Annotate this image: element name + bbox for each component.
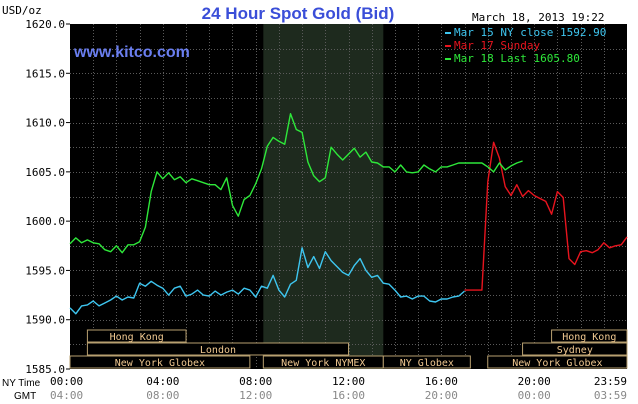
plot-grid	[70, 24, 627, 369]
market-session-bar	[86, 342, 349, 356]
market-sessions: Hong Kong London New York Globex New York N…	[69, 329, 628, 369]
y-axis: 1585.0 1590.0 1595.0 1600.0 1605.0 1610.0 1615…	[25, 18, 70, 376]
market-session-label: New York Globex	[512, 358, 602, 369]
x-tick-label-gmt: 04:00	[50, 389, 83, 402]
market-session-bar	[522, 342, 628, 356]
y-tick-label: 1600.0	[25, 215, 65, 228]
legend-entry: Mar 15 NY close 1592.90	[454, 26, 606, 39]
y-tick-label: 1615.0	[25, 67, 65, 80]
x-tick-label: 04:00	[146, 375, 179, 388]
x-tick-label-gmt: 20:00	[425, 389, 458, 402]
timestamp: March 18, 2013 19:22	[472, 11, 604, 24]
price-series	[69, 112, 628, 315]
market-session-bar	[551, 329, 628, 343]
watermark-url: www.kitco.com	[73, 44, 190, 61]
legend-entry: Mar 17 Sunday	[454, 39, 540, 52]
y-tick-label: 1605.0	[25, 166, 65, 179]
market-session-label: New York Globex	[115, 358, 205, 369]
market-session-label: NY Globex	[400, 358, 454, 369]
y-tick-label: 1620.0	[25, 18, 65, 31]
market-session-bar	[382, 355, 471, 369]
legend-swatch	[445, 32, 451, 34]
legend-swatch	[445, 45, 451, 47]
x-axis: 00:0004:0004:0008:0008:0012:0012:0016:00…	[50, 375, 627, 402]
x-tick-label-gmt: 08:00	[146, 389, 179, 402]
y-tick-label: 1595.0	[25, 264, 65, 277]
x-tick-label: 08:00	[239, 375, 272, 388]
x-tick-label: 20:00	[518, 375, 551, 388]
x-tick-label: 12:00	[332, 375, 365, 388]
series-line	[69, 112, 523, 254]
legend-swatch	[445, 58, 451, 60]
y-tick-label: 1585.0	[25, 363, 65, 376]
x-tick-label-gmt: 03:59	[594, 389, 627, 402]
x-tick-label-gmt: 00:00	[518, 389, 551, 402]
market-session-bar	[487, 355, 628, 369]
x-tick-label-gmt: 12:00	[239, 389, 272, 402]
y-tick-label: 1590.0	[25, 314, 65, 327]
gmt-label: GMT	[14, 391, 36, 402]
market-session-label: Hong Kong	[562, 332, 616, 343]
y-tick-label: 1610.0	[25, 117, 65, 130]
x-tick-label: 23:59	[594, 375, 627, 388]
market-session-bar	[86, 329, 187, 343]
market-session-label: New York NYMEX	[281, 358, 365, 369]
market-session-label: Sydney	[557, 345, 593, 356]
x-tick-label: 16:00	[425, 375, 458, 388]
chart-title: 24 Hour Spot Gold (Bid)	[202, 4, 395, 23]
series-line	[464, 141, 628, 291]
y-axis-unit-label: USD/oz	[2, 4, 42, 17]
nymex-session-shading	[263, 24, 384, 369]
x-tick-label-gmt: 16:00	[332, 389, 365, 402]
market-session-label: London	[200, 345, 236, 356]
market-session-label: Hong Kong	[110, 332, 164, 343]
ny-time-label: NY Time	[2, 378, 41, 389]
legend-entry: Mar 18 Last 1605.80	[454, 52, 580, 65]
market-session-bar	[69, 355, 251, 369]
series-line	[69, 247, 465, 315]
x-tick-label: 00:00	[50, 375, 83, 388]
